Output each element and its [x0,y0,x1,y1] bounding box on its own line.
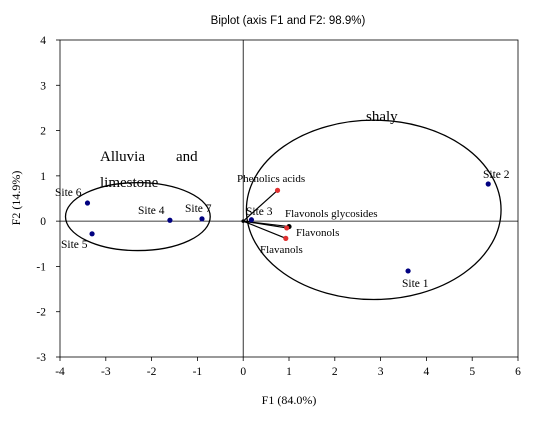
variable-label: Phenolics acids [237,173,305,185]
x-tick-label: 3 [378,366,384,378]
x-tick-label: 4 [424,366,430,378]
observation-point [199,216,205,222]
variable-vector [242,220,287,239]
observation-label: Site 4 [138,205,165,217]
y-tick-label: 1 [40,171,46,183]
x-tick-label: -4 [55,366,65,378]
y-tick-label: -2 [36,307,46,319]
group-label: Alluvia [100,149,145,165]
observation-label: Site 2 [483,169,510,181]
variable-label: Flavanols [260,244,303,256]
variable-label: Flavonols glycosides [285,208,378,220]
x-tick-label: -3 [101,366,111,378]
observation-point [84,200,91,206]
variable-vector [243,220,287,229]
observation-label: Site 7 [185,203,212,215]
x-tick-label: 6 [515,366,521,378]
variable-label: Flavonols [296,227,339,239]
observation-point [167,217,173,223]
y-tick-label: 0 [40,216,46,228]
y-tick-label: -1 [36,261,46,273]
y-axis-label: F2 (14.9%) [9,171,23,226]
observation-label: Site 1 [402,278,429,290]
group-ellipses: Alluvia and limestone shaly [64,109,502,301]
y-tick-label: 4 [40,35,46,47]
group-label: shaly [366,109,398,125]
variable-vector [242,189,278,222]
x-tick-label: 5 [469,366,475,378]
observation-point [248,217,255,223]
chart-title: Biplot (axis F1 and F2: 98.9%) [211,15,366,27]
variable-point [284,225,290,231]
axes-layer: -4 -3 -2 -1 0 1 2 3 4 5 6 -3 -2 -1 0 1 2 3 4 [36,35,521,378]
observation-label: Site 6 [55,187,82,199]
x-tick-label: 2 [332,366,338,378]
observation-point [89,231,95,237]
x-tick-label: -1 [193,366,203,378]
variable-point [274,187,281,193]
y-tick-label: -3 [36,352,46,364]
observation-label: Site 3 [246,206,273,218]
observation-label: Site 5 [61,239,88,251]
variable-vectors: Phenolics acids Flavonols glycosides Flavo… [237,173,378,256]
observation-point [405,268,411,274]
observation-point [485,181,491,187]
x-tick-label: 0 [240,366,246,378]
x-axis-label: F1 (84.0%) [262,393,317,407]
y-tick-label: 3 [40,80,46,92]
observation-points: Site 1 Site 2 Site 3 Site 4 Site 5 Site 6 Site… [55,169,510,290]
x-tick-label: -2 [147,366,157,378]
group-label: limestone [100,175,159,191]
origin-point [241,219,245,223]
x-tick-label: 1 [286,366,292,378]
group-label: and [176,149,198,165]
group-ellipse [64,181,211,252]
variable-point [283,235,289,241]
y-tick-label: 2 [40,126,46,138]
group-ellipse [245,119,502,301]
